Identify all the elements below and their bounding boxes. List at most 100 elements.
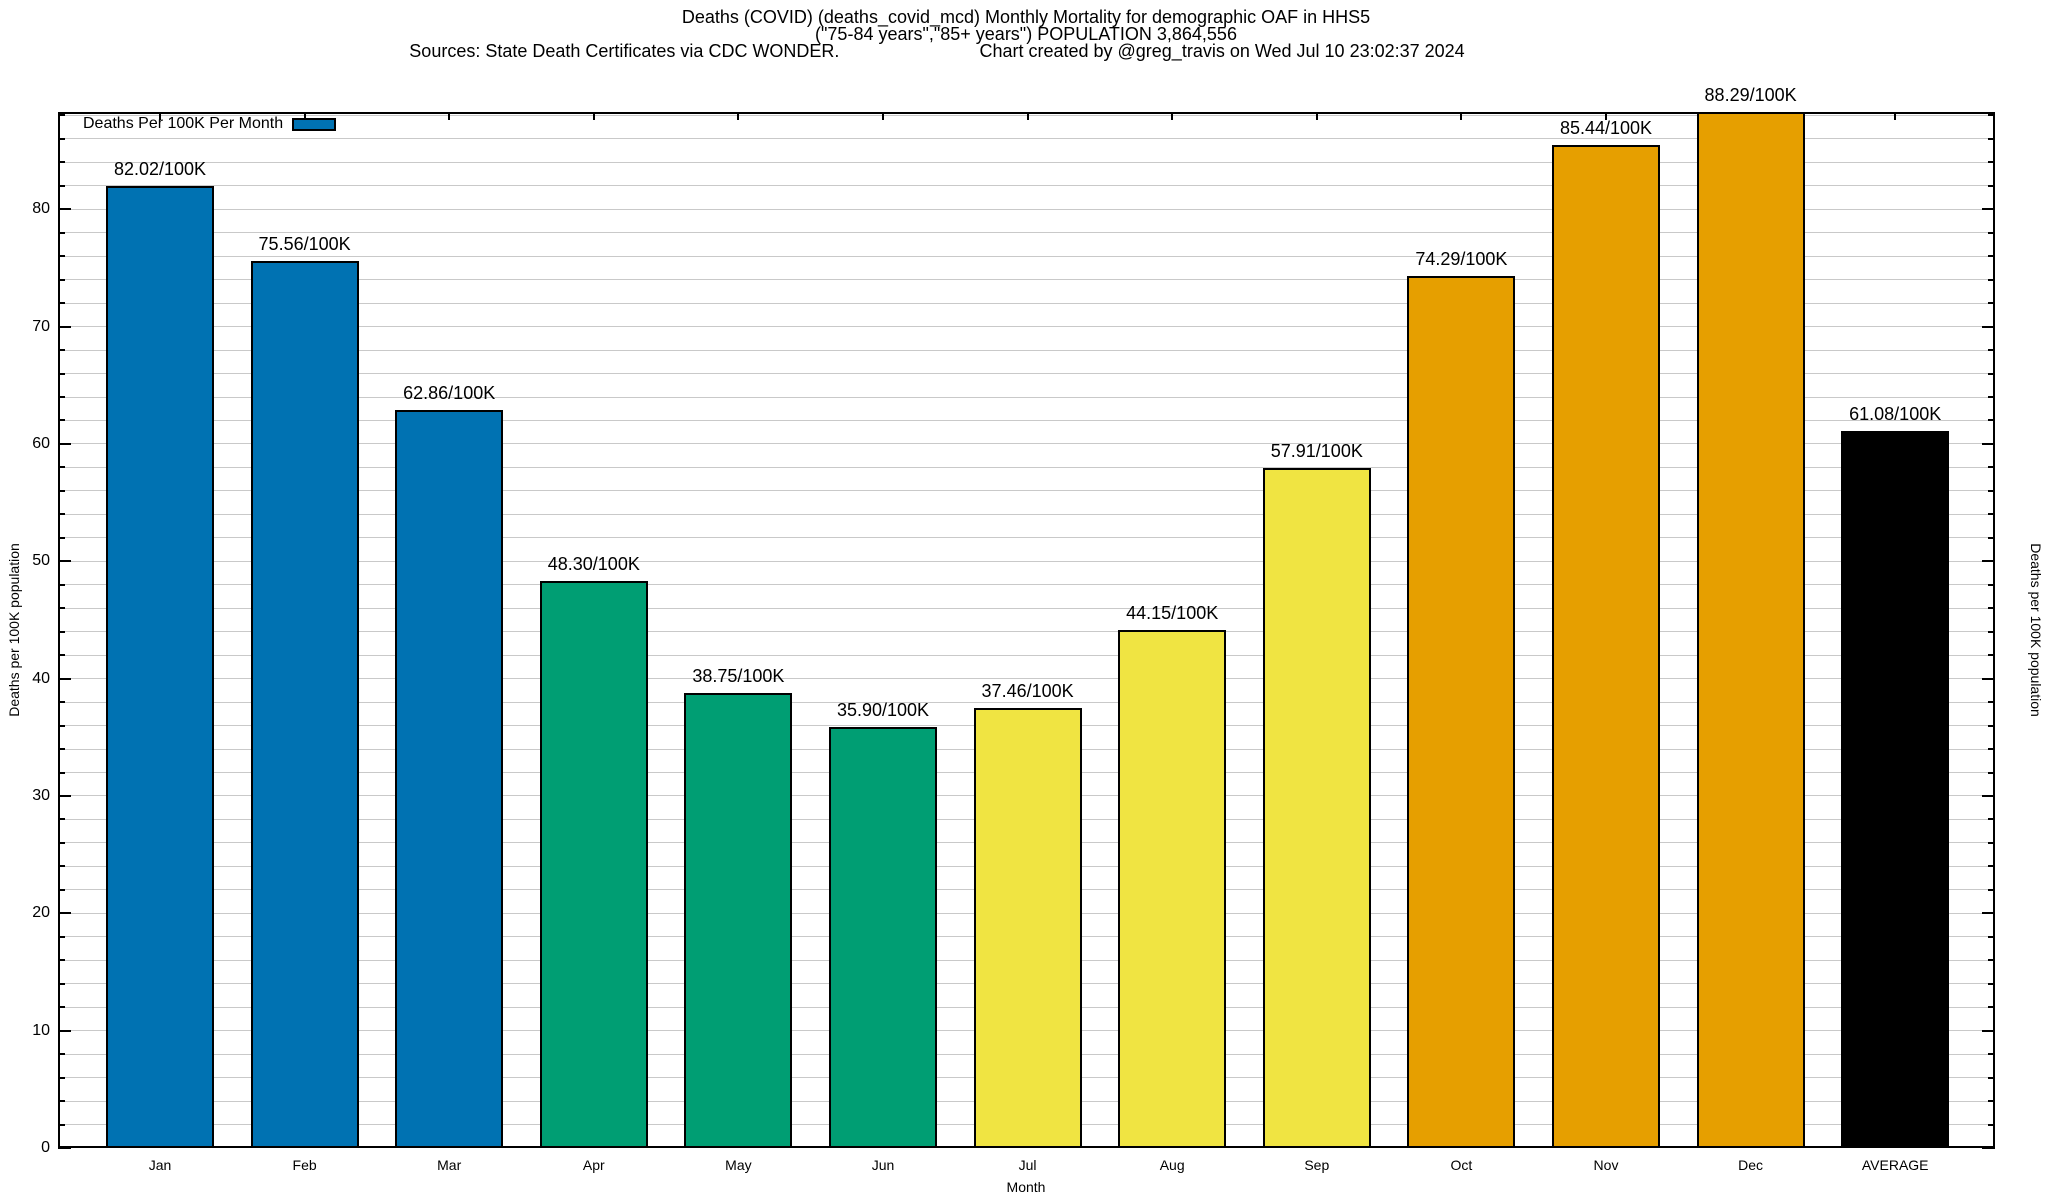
x-tick-label: Nov [1593,1157,1619,1173]
x-tick-label: Jul [1018,1157,1037,1173]
y-minor-tick [58,982,65,985]
bar-value-label: 85.44/100K [1559,118,1653,139]
y-minor-tick [58,959,65,962]
y-minor-tick [58,278,65,281]
y-minor-tick [58,607,65,610]
bar-value-label: 61.08/100K [1849,404,1942,425]
y-axis-label-left: Deaths per 100K population [6,543,22,717]
y-minor-tick [1988,231,1995,234]
x-top-tick [1315,112,1318,120]
x-top-tick [1605,112,1607,120]
y-minor-tick [1988,1123,1995,1126]
legend-label: Deaths Per 100K Per Month [83,115,284,132]
grid-line [58,584,1995,586]
y-minor-tick [58,349,65,352]
y-minor-tick [1988,771,1995,774]
y-minor-tick [58,748,65,751]
y-minor-tick [58,1100,65,1103]
y-minor-tick [1988,302,1995,305]
grid-line [58,138,1995,140]
x-top-tick [882,112,884,120]
x-tick-label: Dec [1738,1157,1764,1173]
x-tick-label: Jan [148,1157,172,1173]
y-minor-tick [1988,396,1995,399]
y-minor-tick [58,419,65,422]
y-major-tick [1982,325,1995,328]
y-major-tick [58,912,71,915]
grid-line [58,161,1995,163]
y-minor-tick [1988,982,1995,985]
grid-line [58,396,1995,398]
y-minor-tick [1988,536,1995,539]
bar-value-label: 35.90/100K [836,699,930,720]
y-minor-tick [1988,654,1995,657]
y-minor-tick [58,489,65,492]
y-minor-tick [1988,1006,1995,1009]
y-minor-tick [1988,724,1995,727]
y-major-tick [1982,1147,1995,1149]
y-minor-tick [58,583,65,586]
x-tick-label: Oct [1450,1157,1473,1173]
y-major-tick [58,325,71,328]
y-minor-tick [58,513,65,516]
legend-swatch [292,117,337,131]
bar [829,726,937,1148]
y-tick-label: 60 [32,434,50,452]
y-minor-tick [58,1123,65,1126]
y-major-tick [58,1147,71,1149]
x-tick-label: Jun [871,1157,895,1173]
y-major-tick [1982,677,1995,680]
grid-line [58,419,1995,421]
grid-line [58,373,1995,375]
y-major-tick [58,794,71,797]
x-axis-label: Month [1006,1179,1046,1195]
x-top-tick [1460,112,1463,120]
bar [1118,629,1227,1148]
grid-line [58,279,1995,281]
x-tick-label: Feb [292,1157,317,1173]
y-minor-tick [1988,513,1995,516]
bar [106,185,214,1148]
y-minor-tick [1988,255,1995,258]
y-minor-tick [58,654,65,657]
y-minor-tick [58,841,65,844]
y-major-tick [58,208,71,211]
bar-value-label: 38.75/100K [692,666,785,687]
bar [539,581,648,1148]
grid-line [58,678,1995,680]
x-tick-label: Aug [1159,1157,1185,1173]
y-minor-tick [1988,748,1995,751]
y-major-tick [1982,912,1995,915]
grid-line [58,466,1995,468]
grid-line [58,114,1995,116]
y-major-tick [58,560,71,563]
chart-credit-note: Chart created by @greg_travis on Wed Jul… [979,41,1465,61]
grid-line [58,560,1995,562]
grid-line [58,443,1995,445]
y-minor-tick [1988,818,1995,821]
y-major-tick [1982,794,1995,797]
y-minor-tick [1988,466,1995,469]
bar [973,708,1082,1148]
x-top-tick [1171,112,1174,120]
y-tick-label: 50 [32,552,50,570]
grid-line [58,701,1995,703]
y-major-tick [58,677,71,680]
bar [395,410,504,1148]
y-minor-tick [58,1006,65,1009]
x-top-tick [737,112,740,120]
y-major-tick [1982,1029,1995,1032]
bar [1841,431,1950,1148]
grid-line [58,513,1995,515]
bar-value-label: 37.46/100K [981,681,1074,702]
y-minor-tick [58,888,65,891]
bar-value-label: 75.56/100K [258,234,351,255]
y-minor-tick [58,396,65,399]
y-minor-tick [58,372,65,375]
grid-line [58,232,1995,234]
y-axis-label-right: Deaths per 100K population [2028,543,2044,717]
grid-line [58,302,1995,304]
x-top-tick [1894,112,1897,120]
y-minor-tick [1988,419,1995,422]
grid-line [58,349,1995,351]
